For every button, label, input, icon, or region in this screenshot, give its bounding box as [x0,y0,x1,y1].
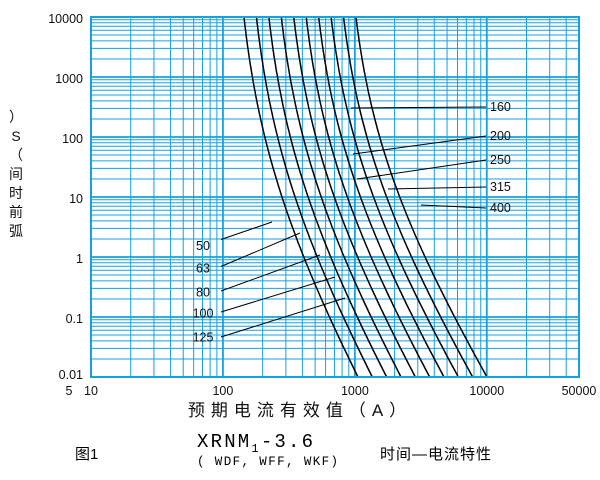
svg-text:100: 100 [193,307,214,321]
svg-text:63: 63 [196,262,210,276]
svg-text:100: 100 [62,132,83,146]
svg-text:0.01: 0.01 [59,368,83,382]
svg-text:400: 400 [490,201,511,215]
svg-text:200: 200 [490,129,511,143]
svg-text:0.1: 0.1 [66,312,83,326]
svg-text:10: 10 [69,192,83,206]
svg-text:250: 250 [490,153,511,167]
svg-text:315: 315 [490,180,511,194]
svg-text:160: 160 [490,100,511,114]
svg-text:1000: 1000 [55,72,83,86]
svg-text:50: 50 [196,239,210,253]
svg-text:1: 1 [76,252,83,266]
svg-text:80: 80 [196,286,210,300]
svg-text:10000: 10000 [48,12,83,26]
svg-text:125: 125 [193,331,214,345]
